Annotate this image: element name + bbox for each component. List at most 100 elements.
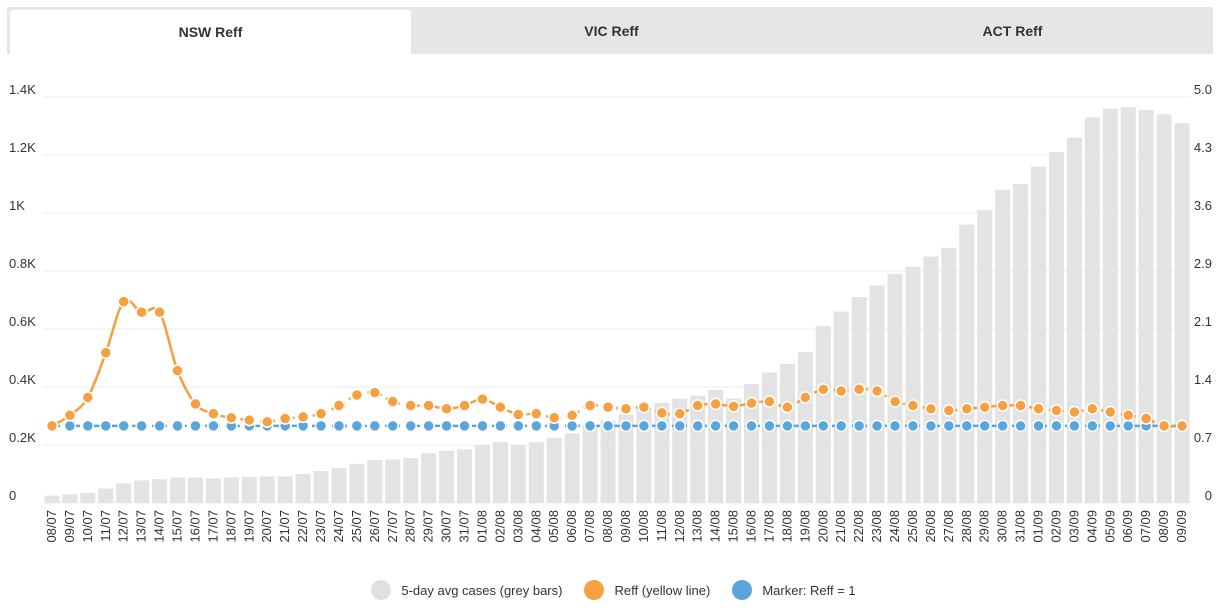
reff-point[interactable]: [565, 409, 579, 422]
case-bar[interactable]: [152, 479, 168, 503]
marker-point[interactable]: [1050, 419, 1063, 433]
marker-point[interactable]: [565, 419, 579, 433]
reff-point[interactable]: [278, 412, 292, 425]
marker-point[interactable]: [494, 419, 507, 433]
case-bar[interactable]: [1030, 166, 1047, 503]
reff-point[interactable]: [386, 395, 400, 408]
marker-point[interactable]: [619, 419, 633, 433]
reff-point[interactable]: [960, 402, 974, 416]
marker-point[interactable]: [458, 419, 471, 433]
marker-point[interactable]: [117, 419, 130, 433]
tab-vic-reff[interactable]: VIC Reff: [584, 22, 639, 39]
marker-point[interactable]: [727, 419, 740, 433]
marker-point[interactable]: [691, 419, 704, 433]
marker-point[interactable]: [207, 419, 220, 433]
case-bar[interactable]: [277, 476, 293, 503]
reff-point[interactable]: [1139, 412, 1153, 425]
reff-point[interactable]: [655, 406, 669, 420]
reff-point[interactable]: [799, 391, 812, 404]
case-bar[interactable]: [708, 389, 724, 503]
case-bar[interactable]: [1013, 184, 1029, 503]
case-bar[interactable]: [403, 458, 419, 503]
marker-point[interactable]: [781, 419, 794, 433]
marker-point[interactable]: [763, 419, 776, 433]
case-bar[interactable]: [367, 460, 383, 503]
case-bar[interactable]: [349, 463, 365, 503]
case-bar[interactable]: [1066, 137, 1082, 503]
marker-point[interactable]: [1014, 419, 1027, 433]
case-bar[interactable]: [62, 494, 78, 503]
marker-point[interactable]: [960, 419, 974, 433]
marker-point[interactable]: [530, 419, 543, 433]
marker-point[interactable]: [1104, 419, 1117, 433]
marker-point[interactable]: [870, 419, 884, 433]
case-bar[interactable]: [98, 488, 114, 504]
marker-point[interactable]: [368, 419, 382, 433]
reff-point[interactable]: [243, 413, 256, 427]
case-bar[interactable]: [1120, 107, 1136, 504]
marker-point[interactable]: [440, 419, 453, 433]
marker-point[interactable]: [834, 419, 848, 433]
case-bar[interactable]: [80, 492, 96, 503]
reff-point[interactable]: [781, 400, 794, 414]
marker-point[interactable]: [888, 419, 902, 433]
marker-point[interactable]: [476, 419, 489, 433]
case-bar[interactable]: [1174, 123, 1190, 503]
case-bar[interactable]: [528, 442, 544, 503]
reff-point[interactable]: [99, 346, 113, 360]
reff-point[interactable]: [637, 400, 651, 414]
reff-point[interactable]: [709, 397, 722, 411]
case-bar[interactable]: [636, 407, 652, 503]
case-bar[interactable]: [1138, 110, 1154, 504]
reff-point[interactable]: [547, 411, 561, 424]
reff-point[interactable]: [673, 407, 687, 420]
reff-point[interactable]: [260, 415, 274, 429]
case-bar[interactable]: [223, 477, 239, 503]
reff-point[interactable]: [942, 404, 956, 417]
reff-point[interactable]: [583, 399, 597, 412]
reff-point[interactable]: [817, 383, 830, 396]
marker-point[interactable]: [404, 419, 417, 433]
reff-point[interactable]: [494, 400, 507, 414]
tab-act-reff[interactable]: ACT Reff: [982, 22, 1043, 39]
reff-point[interactable]: [1175, 419, 1189, 433]
reff-point[interactable]: [834, 384, 848, 398]
marker-point[interactable]: [1121, 419, 1135, 433]
reff-point[interactable]: [153, 305, 166, 319]
reff-point[interactable]: [440, 402, 453, 416]
marker-point[interactable]: [601, 419, 615, 433]
reff-point[interactable]: [727, 400, 740, 413]
legend-item-bars[interactable]: 5-day avg cases (grey bars): [371, 580, 562, 600]
marker-point[interactable]: [63, 419, 77, 433]
reff-point[interactable]: [1121, 409, 1135, 422]
marker-point[interactable]: [350, 419, 364, 433]
marker-point[interactable]: [978, 419, 991, 433]
case-bar[interactable]: [313, 471, 329, 503]
case-bar[interactable]: [726, 398, 742, 503]
case-bar[interactable]: [187, 477, 204, 503]
marker-point[interactable]: [745, 419, 758, 433]
reff-point[interactable]: [996, 399, 1009, 412]
case-bar[interactable]: [169, 477, 186, 503]
case-bar[interactable]: [331, 468, 347, 503]
case-bar[interactable]: [977, 210, 993, 503]
case-bar[interactable]: [618, 414, 634, 503]
marker-point[interactable]: [189, 419, 202, 433]
case-bar[interactable]: [456, 449, 473, 503]
case-bar[interactable]: [941, 247, 957, 503]
case-bar[interactable]: [295, 474, 311, 503]
reff-point[interactable]: [63, 409, 77, 422]
reff-point[interactable]: [512, 408, 525, 421]
case-bar[interactable]: [1048, 152, 1065, 503]
marker-point[interactable]: [1032, 419, 1045, 433]
case-bar[interactable]: [474, 445, 491, 503]
reff-point[interactable]: [476, 392, 489, 406]
reff-point[interactable]: [314, 407, 328, 420]
reff-point[interactable]: [117, 295, 130, 308]
case-bar[interactable]: [134, 480, 150, 503]
reff-point[interactable]: [1068, 405, 1081, 419]
case-bar[interactable]: [44, 495, 60, 503]
marker-point[interactable]: [852, 419, 866, 433]
case-bar[interactable]: [833, 311, 849, 503]
case-bar[interactable]: [492, 442, 508, 503]
